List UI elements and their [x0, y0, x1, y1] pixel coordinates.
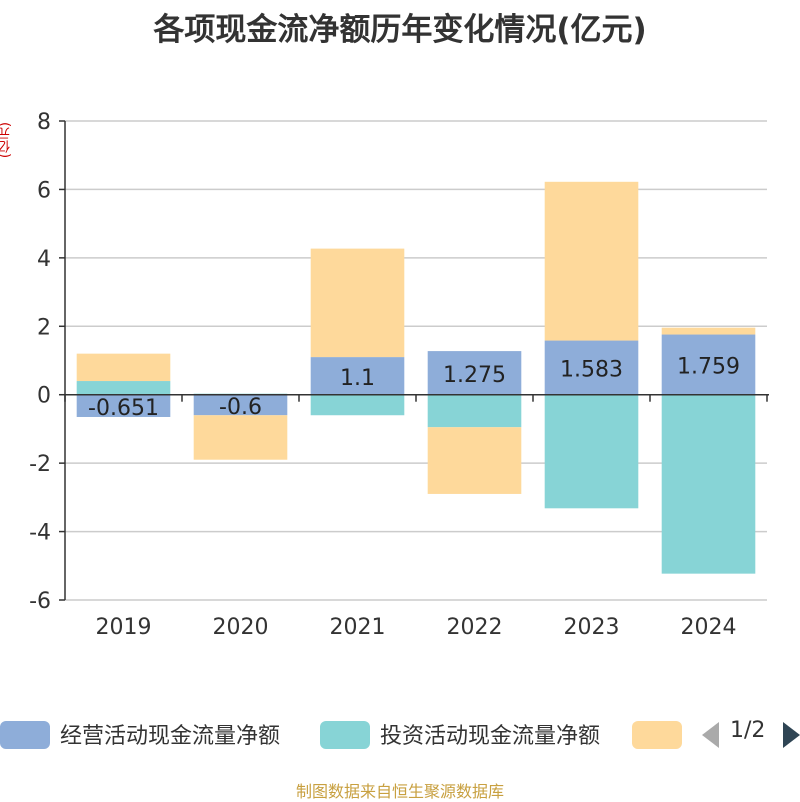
x-tick-label: 2019 — [96, 615, 152, 640]
bar-operating-2024 — [661, 334, 756, 395]
data-label-operating: 1.583 — [560, 358, 623, 383]
y-tick-label: 6 — [37, 178, 51, 203]
legend-page-indicator: 1/2 — [730, 718, 766, 743]
legend-next-page-icon[interactable] — [783, 722, 800, 748]
y-tick-label: -2 — [29, 452, 51, 477]
chart-title: 各项现金流净额历年变化情况(亿元) — [153, 12, 647, 48]
legend-swatch-financing — [632, 721, 682, 749]
axes: -6 -4 -2 0 2 4 6 8 2019 2020 2021 2022 2023 2024 — [29, 110, 769, 640]
x-tick-label: 2023 — [564, 615, 620, 640]
bar-operating-2022 — [427, 351, 522, 395]
legend-swatch-investing — [320, 721, 370, 749]
x-tick-label: 2024 — [681, 615, 737, 640]
legend-prev-page-icon[interactable] — [702, 722, 719, 748]
y-tick-label: 4 — [37, 247, 51, 272]
y-tick-label: -6 — [29, 589, 51, 614]
y-tick-label: 2 — [37, 315, 51, 340]
x-tick-label: 2022 — [447, 615, 503, 640]
legend-label-investing: 投资活动现金流量净额 — [380, 724, 601, 749]
legend-swatch-operating — [0, 721, 50, 749]
bar-financing-2020 — [193, 415, 288, 460]
bar-operating-2020 — [193, 394, 288, 416]
bar-investing-2023 — [544, 394, 639, 509]
bar-operating-2021 — [310, 357, 405, 395]
data-label-operating: -0.6 — [219, 395, 262, 420]
bar-operating-2023 — [544, 340, 639, 395]
bar-operating-2019 — [76, 394, 171, 417]
source-note: 制图数据来自恒生聚源数据库 — [295, 782, 504, 801]
data-label-operating: 1.759 — [677, 355, 740, 380]
bar-financing-2024 — [661, 327, 756, 335]
bar-financing-2022 — [427, 427, 522, 494]
data-label-operating: 1.275 — [443, 363, 506, 388]
bar-financing-2023 — [544, 181, 639, 341]
bar-financing-2021 — [310, 248, 405, 358]
grid-lines — [65, 120, 767, 601]
bar-chart: -6 -4 -2 0 2 4 6 8 2019 2020 2021 2022 2023 2024 -0.6… — [29, 110, 769, 640]
bars — [76, 181, 756, 574]
bar-financing-2019 — [76, 353, 171, 382]
data-label-operating: 1.1 — [340, 366, 375, 391]
legend: 经营活动现金流量净额 投资活动现金流量净额 — [0, 716, 800, 754]
legend-label-operating: 经营活动现金流量净额 — [60, 724, 281, 749]
y-tick-label: 8 — [37, 110, 51, 135]
bar-investing-2019 — [76, 381, 171, 395]
data-labels: -0.651 -0.6 1.1 1.275 1.583 1.759 — [88, 355, 740, 421]
bar-investing-2022 — [427, 394, 522, 428]
y-tick-label: 0 — [37, 384, 51, 409]
bar-investing-2024 — [661, 394, 756, 574]
x-tick-label: 2020 — [213, 615, 269, 640]
x-tick-label: 2021 — [330, 615, 386, 640]
bar-investing-2021 — [310, 394, 405, 416]
y-tick-label: -4 — [29, 521, 51, 546]
data-label-operating: -0.651 — [88, 396, 159, 421]
